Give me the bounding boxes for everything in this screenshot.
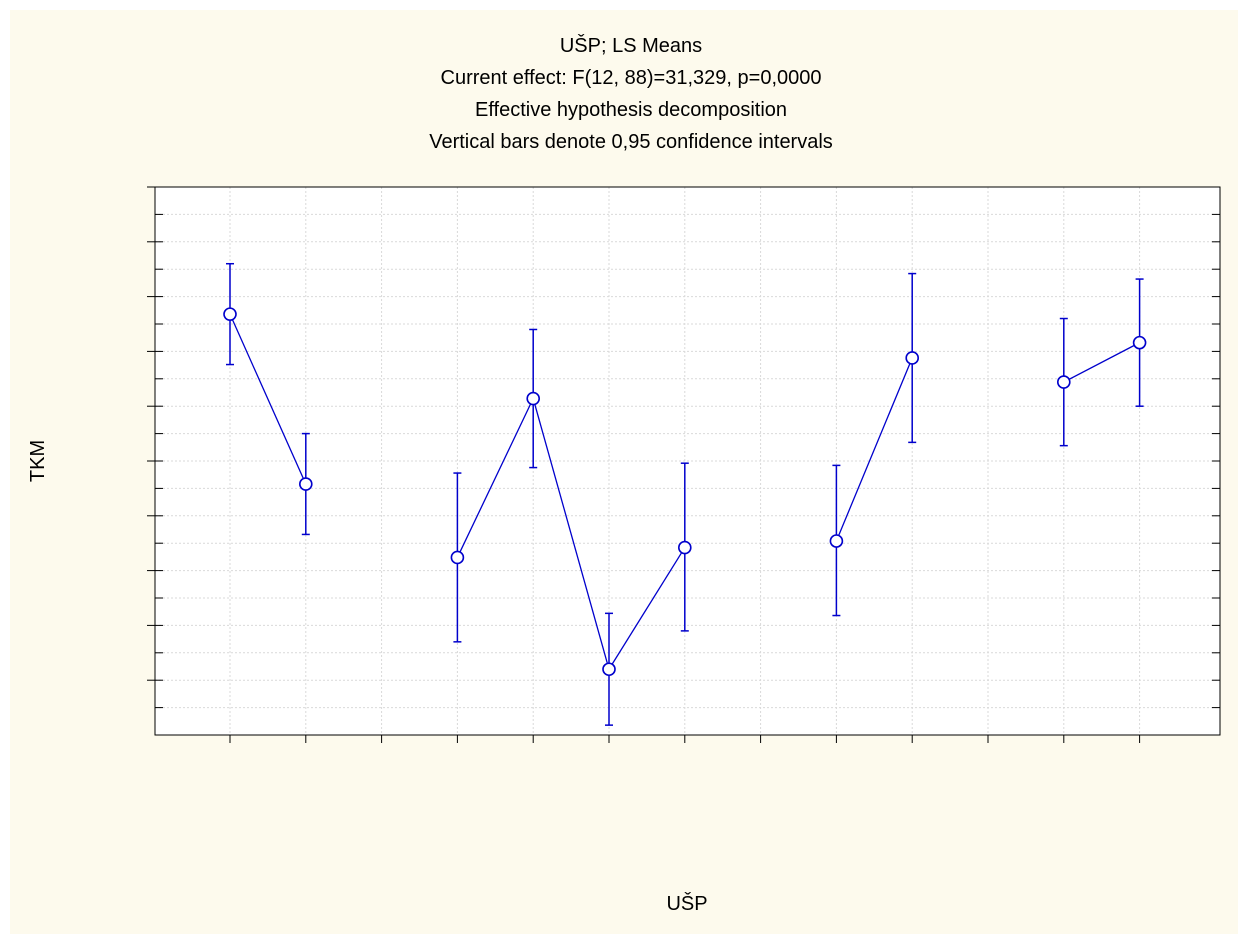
title-line-3: Effective hypothesis decomposition xyxy=(475,99,787,121)
y-axis-title: TKM xyxy=(27,440,49,482)
chart-title: UŠP; LS Means Current effect: F(12, 88)=… xyxy=(429,34,833,153)
chart-figure: UŠP; LS Means Current effect: F(12, 88)=… xyxy=(10,10,1238,934)
data-point xyxy=(829,534,844,548)
ls-means-chart: UŠP; LS Means Current effect: F(12, 88)=… xyxy=(27,34,1221,915)
series-line-segment xyxy=(608,547,686,670)
data-point xyxy=(677,540,692,555)
data-point xyxy=(223,307,237,321)
x-axis xyxy=(229,735,1141,743)
data-point xyxy=(298,477,313,491)
title-line-1: UŠP; LS Means xyxy=(560,34,702,57)
data-point xyxy=(905,351,920,365)
title-line-4: Vertical bars denote 0,95 confidence int… xyxy=(429,131,833,153)
y-axis xyxy=(147,186,1220,709)
data-point xyxy=(1132,335,1147,350)
series-layer xyxy=(223,262,1147,726)
data-point xyxy=(1057,375,1071,389)
x-axis-title: UŠP xyxy=(666,892,707,915)
data-point xyxy=(526,391,541,406)
series-line-segment xyxy=(456,398,534,558)
series-line-segment xyxy=(532,398,610,670)
title-line-2: Current effect: F(12, 88)=31,329, p=0,00… xyxy=(441,67,822,89)
grid xyxy=(155,187,1220,735)
series-line-segment xyxy=(1063,342,1140,383)
series-line-segment xyxy=(229,313,307,485)
data-point xyxy=(450,550,465,565)
data-point xyxy=(602,662,616,677)
series-line-segment xyxy=(835,357,913,542)
